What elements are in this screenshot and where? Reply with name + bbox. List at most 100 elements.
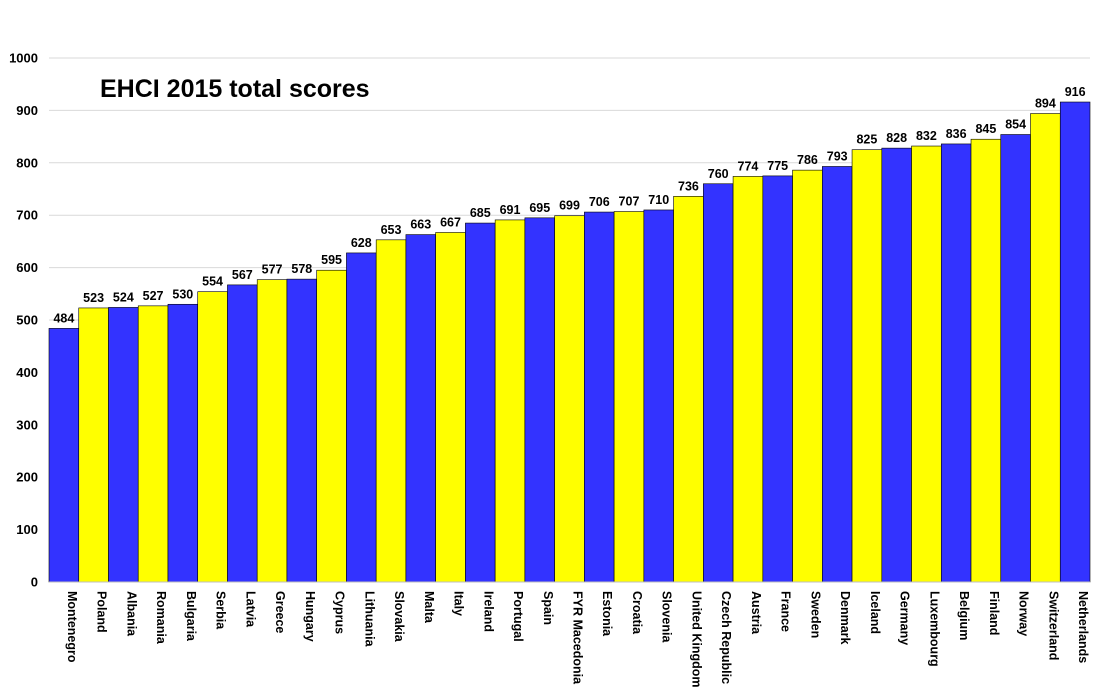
data-label: 653 bbox=[381, 223, 402, 237]
data-label: 527 bbox=[143, 289, 164, 303]
data-label: 707 bbox=[619, 195, 640, 209]
x-tick-label: Serbia bbox=[214, 591, 228, 630]
bar bbox=[346, 252, 377, 583]
x-tick-label: Croatia bbox=[630, 591, 644, 635]
bar bbox=[167, 303, 199, 583]
x-tick-label: Hungary bbox=[303, 591, 317, 642]
x-tick-label: Malta bbox=[422, 591, 436, 624]
bar bbox=[881, 147, 912, 583]
bar bbox=[524, 217, 555, 583]
data-label: 894 bbox=[1035, 97, 1056, 111]
bar bbox=[405, 234, 436, 583]
bar bbox=[286, 278, 317, 583]
x-tick-label: Lithuania bbox=[362, 591, 376, 648]
x-tick-label: Czech Republic bbox=[719, 591, 733, 684]
y-tick-label: 800 bbox=[16, 155, 38, 170]
x-tick-label: Switzerland bbox=[1046, 591, 1060, 660]
bar bbox=[792, 169, 823, 583]
data-label: 854 bbox=[1005, 118, 1026, 132]
data-label: 916 bbox=[1065, 85, 1086, 99]
y-tick-label: 700 bbox=[16, 208, 38, 223]
data-label: 710 bbox=[648, 193, 669, 207]
bar bbox=[1030, 113, 1061, 583]
data-label: 706 bbox=[589, 195, 610, 209]
bar bbox=[673, 196, 704, 583]
y-tick-label: 600 bbox=[16, 260, 38, 275]
x-tick-label: Austria bbox=[749, 591, 763, 635]
chart-title: EHCI 2015 total scores bbox=[100, 75, 370, 103]
data-label: 695 bbox=[529, 201, 550, 215]
bar bbox=[108, 307, 139, 583]
bar bbox=[911, 145, 942, 583]
bar bbox=[970, 138, 1002, 583]
y-tick-label: 400 bbox=[16, 365, 38, 380]
x-tick-label: Iceland bbox=[868, 591, 882, 634]
data-label: 825 bbox=[856, 133, 877, 147]
data-label: 577 bbox=[262, 263, 283, 277]
x-tick-label: Belgium bbox=[957, 591, 971, 640]
y-tick-label: 1000 bbox=[9, 51, 38, 66]
x-tick-label: Montenegro bbox=[65, 591, 79, 663]
x-tick-label: Norway bbox=[1017, 591, 1031, 636]
bar bbox=[227, 284, 258, 583]
bar bbox=[494, 219, 526, 583]
data-label: 595 bbox=[321, 253, 342, 267]
bars bbox=[48, 101, 1091, 583]
bar bbox=[375, 239, 407, 583]
bar bbox=[256, 279, 288, 583]
bar bbox=[732, 176, 764, 583]
x-tick-label: Denmark bbox=[838, 591, 852, 645]
x-tick-label: France bbox=[779, 591, 793, 632]
x-tick-label: Slovenia bbox=[660, 591, 674, 643]
x-tick-label: Spain bbox=[541, 591, 555, 625]
data-label: 685 bbox=[470, 206, 491, 220]
bar bbox=[197, 291, 228, 583]
data-label: 775 bbox=[767, 159, 788, 173]
bar bbox=[940, 143, 972, 583]
data-label: 836 bbox=[946, 127, 967, 141]
data-label: 774 bbox=[738, 159, 759, 173]
x-tick-label: Bulgaria bbox=[184, 591, 198, 642]
data-label: 628 bbox=[351, 236, 372, 250]
bar bbox=[1059, 101, 1091, 583]
data-label: 524 bbox=[113, 290, 134, 304]
bar bbox=[435, 232, 466, 583]
x-tick-label: Netherlands bbox=[1076, 591, 1090, 663]
data-label: 567 bbox=[232, 268, 253, 282]
x-tick-label: Latvia bbox=[243, 591, 257, 628]
data-label: 736 bbox=[678, 179, 699, 193]
data-label: 667 bbox=[440, 215, 461, 229]
x-tick-label: Greece bbox=[273, 591, 287, 633]
bar bbox=[762, 175, 793, 583]
bar bbox=[613, 211, 645, 583]
data-label: 523 bbox=[83, 291, 104, 305]
bar bbox=[851, 149, 883, 583]
bar bbox=[643, 209, 674, 583]
bar bbox=[822, 166, 853, 583]
bar bbox=[78, 307, 109, 583]
data-label: 793 bbox=[827, 149, 848, 163]
bar bbox=[1000, 134, 1031, 583]
data-label: 554 bbox=[202, 275, 223, 289]
x-tick-label: United Kingdom bbox=[689, 591, 703, 688]
bar bbox=[554, 215, 585, 583]
x-tick-label: Slovakia bbox=[392, 591, 406, 643]
data-label: 530 bbox=[172, 287, 193, 301]
bar bbox=[465, 222, 496, 583]
data-labels: 484 523 524 527 530 554 567 577 578 595 628 653 663 6… bbox=[53, 85, 1085, 325]
bar bbox=[703, 183, 734, 583]
data-label: 845 bbox=[975, 122, 996, 136]
data-label: 832 bbox=[916, 129, 937, 143]
y-tick-label: 0 bbox=[31, 575, 38, 590]
data-label: 828 bbox=[886, 131, 907, 145]
x-tick-label: Italy bbox=[452, 591, 466, 616]
x-tick-label: Estonia bbox=[600, 591, 614, 637]
x-tick-label: Romania bbox=[154, 591, 168, 645]
x-tick-label: Albania bbox=[124, 591, 138, 637]
x-tick-label: Cyprus bbox=[333, 591, 347, 634]
x-tick-label: Germany bbox=[898, 591, 912, 645]
bar bbox=[584, 211, 615, 583]
data-label: 663 bbox=[410, 218, 431, 232]
